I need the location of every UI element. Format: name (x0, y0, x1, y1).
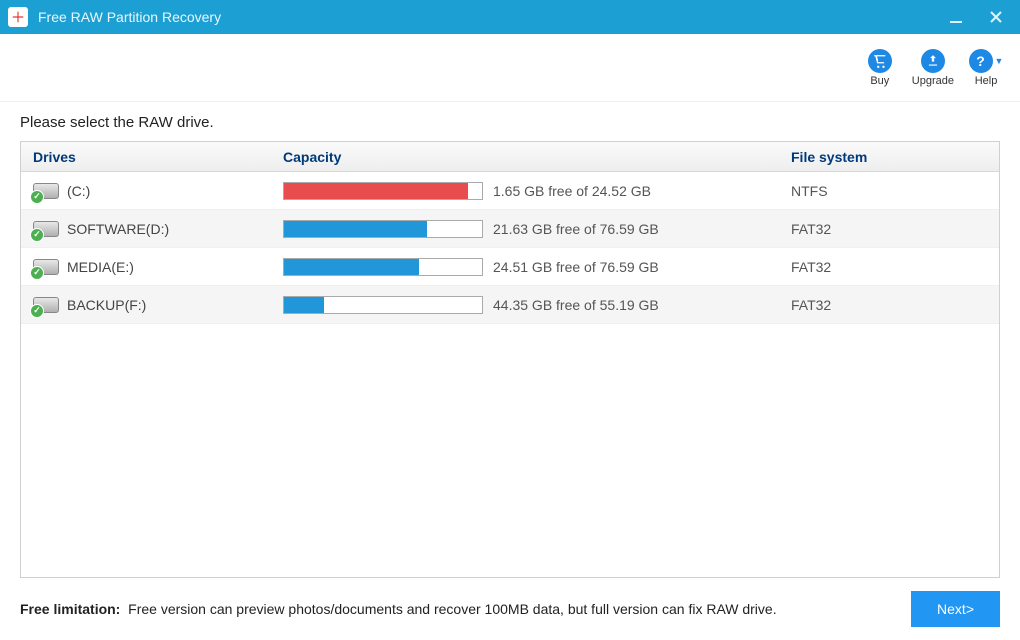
drive-row[interactable]: MEDIA(E:) 24.51 GB free of 76.59 GB FAT3… (21, 248, 999, 286)
toolbar: Buy Upgrade ? ▼ Help (0, 34, 1020, 102)
filesystem-text: NTFS (779, 183, 999, 199)
drive-label: BACKUP(F:) (67, 297, 146, 313)
capacity-bar (283, 182, 483, 200)
capacity-text: 21.63 GB free of 76.59 GB (493, 221, 659, 237)
drive-icon (33, 257, 61, 277)
header-filesystem: File system (779, 149, 999, 165)
limitation-label: Free limitation: (20, 601, 120, 617)
drive-table: Drives Capacity File system (C:) 1.65 GB… (20, 141, 1000, 578)
upgrade-icon (921, 49, 945, 73)
capacity-bar (283, 258, 483, 276)
drive-row[interactable]: (C:) 1.65 GB free of 24.52 GB NTFS (21, 172, 999, 210)
capacity-text: 24.51 GB free of 76.59 GB (493, 259, 659, 275)
limitation-text: Free limitation: Free version can previe… (20, 601, 893, 617)
limitation-body: Free version can preview photos/document… (128, 601, 776, 617)
drive-icon (33, 219, 61, 239)
drive-row[interactable]: SOFTWARE(D:) 21.63 GB free of 76.59 GB F… (21, 210, 999, 248)
buy-label: Buy (870, 75, 889, 87)
help-icon: ? (969, 49, 993, 73)
buy-button[interactable]: Buy (860, 49, 900, 87)
capacity-bar (283, 220, 483, 238)
header-capacity: Capacity (271, 149, 779, 165)
header-drives: Drives (21, 149, 271, 165)
upgrade-label: Upgrade (912, 75, 954, 87)
window-title: Free RAW Partition Recovery (38, 9, 936, 25)
next-button[interactable]: Next> (911, 591, 1000, 627)
instruction-text: Please select the RAW drive. (20, 114, 1000, 131)
titlebar: Free RAW Partition Recovery (0, 0, 1020, 34)
filesystem-text: FAT32 (779, 297, 999, 313)
upgrade-button[interactable]: Upgrade (912, 49, 954, 87)
filesystem-text: FAT32 (779, 259, 999, 275)
minimize-button[interactable] (936, 0, 976, 34)
cart-icon (868, 49, 892, 73)
close-button[interactable] (976, 0, 1016, 34)
filesystem-text: FAT32 (779, 221, 999, 237)
chevron-down-icon: ▼ (995, 56, 1004, 66)
drive-icon (33, 295, 61, 315)
drive-label: (C:) (67, 183, 90, 199)
help-button[interactable]: ? ▼ Help (966, 49, 1006, 87)
drive-icon (33, 181, 61, 201)
drive-label: MEDIA(E:) (67, 259, 134, 275)
drive-label: SOFTWARE(D:) (67, 221, 169, 237)
table-header: Drives Capacity File system (21, 142, 999, 172)
footer: Free limitation: Free version can previe… (0, 578, 1020, 640)
capacity-bar (283, 296, 483, 314)
capacity-text: 1.65 GB free of 24.52 GB (493, 183, 651, 199)
capacity-text: 44.35 GB free of 55.19 GB (493, 297, 659, 313)
help-label: Help (975, 75, 998, 87)
drive-row[interactable]: BACKUP(F:) 44.35 GB free of 55.19 GB FAT… (21, 286, 999, 324)
app-logo-icon (8, 7, 28, 27)
